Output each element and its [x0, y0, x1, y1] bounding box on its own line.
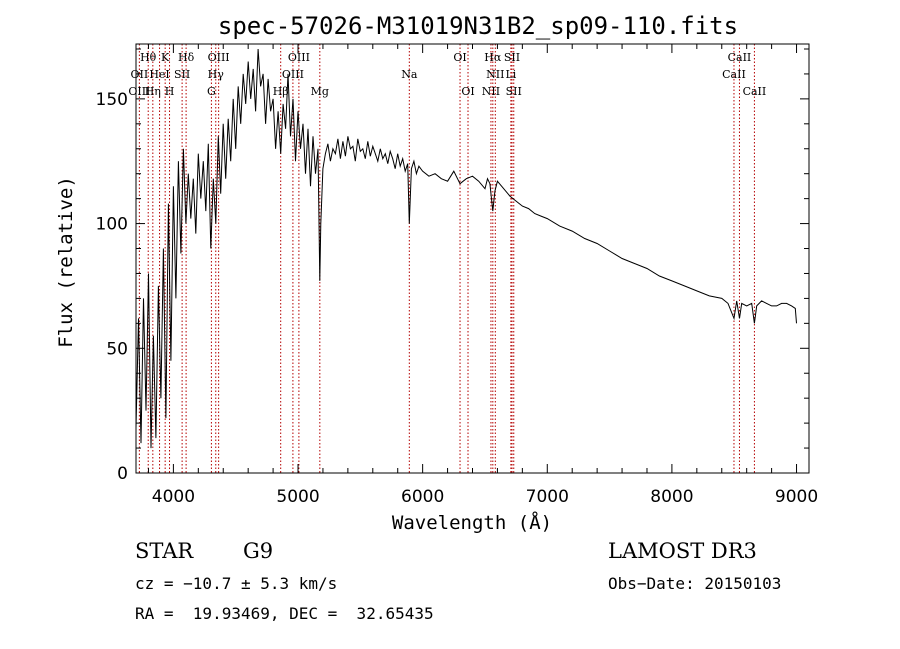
line-label: CaII — [743, 85, 767, 98]
survey-name: LAMOST DR3 — [608, 539, 757, 563]
obs-date: Obs−Date: 20150103 — [608, 574, 782, 593]
x-axis-label: Wavelength (Å) — [392, 511, 552, 534]
axis-ticks — [136, 44, 809, 474]
line-label: SII — [504, 51, 520, 64]
coordinates-text: RA = 19.93469, DEC = 32.65435 — [135, 604, 434, 623]
x-tick-label: 9000 — [775, 487, 818, 507]
y-tick-label: 0 — [117, 464, 128, 484]
y-axis-label: Flux (relative) — [55, 176, 77, 348]
line-label: Hα — [484, 51, 502, 64]
line-label: NII — [482, 85, 500, 98]
y-tick-labels: 0 50 100 150 — [96, 90, 128, 484]
object-class: STAR — [135, 539, 194, 563]
line-label: G — [207, 85, 216, 98]
x-tick-label: 6000 — [401, 487, 444, 507]
line-label: OIII — [288, 51, 310, 64]
line-label: OI — [453, 51, 466, 64]
line-labels: Hθ OII OIII K HeI Hη SII H Hδ OIII Hγ G Hβ OIII OIII Mg… — [128, 51, 766, 98]
line-label: OIII — [208, 51, 230, 64]
line-label: CaII — [728, 51, 752, 64]
chart-title: spec-57026-M31019N31B2_sp09-110.fits — [218, 12, 738, 40]
line-label: Li — [505, 68, 516, 81]
line-label: SII — [174, 68, 190, 81]
line-label: OII — [131, 68, 149, 81]
x-tick-label: 5000 — [276, 487, 319, 507]
line-label: Mg — [311, 85, 329, 98]
spectrum-line — [135, 48, 797, 449]
line-label: OIII — [282, 68, 304, 81]
line-label: Hβ — [273, 85, 289, 98]
line-label: OIII — [128, 85, 150, 98]
y-tick-label: 100 — [96, 215, 128, 235]
line-label: OI — [461, 85, 474, 98]
x-tick-label: 8000 — [650, 487, 693, 507]
y-tick-label: 50 — [106, 339, 128, 359]
y-tick-label: 150 — [96, 90, 128, 110]
x-tick-label: 4000 — [152, 487, 195, 507]
line-label: Hη — [145, 85, 161, 98]
line-label: Hθ — [140, 51, 157, 64]
line-label: CaII — [722, 68, 746, 81]
line-label: Hδ — [178, 51, 195, 64]
line-label: NII — [486, 68, 504, 81]
line-label: HeI — [149, 68, 169, 81]
line-markers — [138, 44, 755, 473]
line-label: K — [161, 51, 170, 64]
line-label: Hγ — [208, 68, 225, 81]
line-label: H — [165, 85, 175, 98]
x-tick-labels: 4000 5000 6000 7000 8000 9000 — [152, 487, 818, 507]
redshift-text: cz = −10.7 ± 5.3 km/s — [135, 574, 338, 593]
line-label: SII — [506, 85, 522, 98]
x-tick-label: 7000 — [526, 487, 569, 507]
line-label: Na — [401, 68, 418, 81]
spectral-subclass: G9 — [243, 539, 274, 563]
